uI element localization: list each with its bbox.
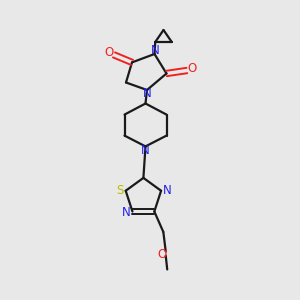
Text: N: N [151,44,160,57]
Text: O: O [105,46,114,59]
Text: N: N [122,206,131,219]
Text: N: N [163,184,172,197]
Text: N: N [142,87,152,101]
Text: N: N [140,144,149,157]
Text: O: O [158,248,167,261]
Text: S: S [116,184,123,197]
Text: O: O [188,62,197,76]
